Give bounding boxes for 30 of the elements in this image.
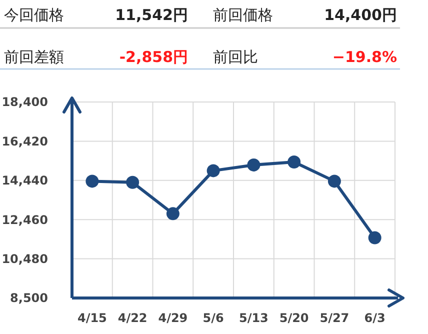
point xyxy=(368,231,382,244)
y-tick-label: 18,400 xyxy=(2,95,48,110)
y-tick-label: 14,440 xyxy=(2,174,48,188)
y-tick-label: 8,500 xyxy=(10,291,48,306)
text: −19.8% xyxy=(332,48,397,66)
x-tick-label: 4/15 xyxy=(77,311,107,325)
x-tick-label: 5/13 xyxy=(238,311,268,325)
y-tick-label: 10,480 xyxy=(2,252,48,266)
point xyxy=(126,176,140,189)
point xyxy=(247,158,260,172)
text: 前回差額 xyxy=(4,48,64,66)
text: 14,400円 xyxy=(324,6,397,24)
x-tick-label: 5/27 xyxy=(320,311,350,325)
y-tick-label: 16,420 xyxy=(2,134,48,148)
x-tick-label: 5/20 xyxy=(279,311,309,325)
text: 前回価格 xyxy=(213,6,273,24)
point xyxy=(206,164,220,178)
text: -2,858円 xyxy=(119,48,188,66)
point xyxy=(288,155,301,168)
point xyxy=(328,174,341,188)
x-tick-label: 4/29 xyxy=(158,311,188,325)
x-tick-label: 6/3 xyxy=(364,311,386,325)
y-tick-label: 12,460 xyxy=(2,212,48,227)
text: 前回比 xyxy=(213,48,258,66)
x-tick-label: 5/6 xyxy=(202,311,224,325)
x-tick-label: 4/22 xyxy=(118,311,148,325)
point xyxy=(166,207,180,220)
text: 今回価格 xyxy=(4,6,64,24)
text: 11,542円 xyxy=(115,6,188,24)
point xyxy=(86,174,99,188)
